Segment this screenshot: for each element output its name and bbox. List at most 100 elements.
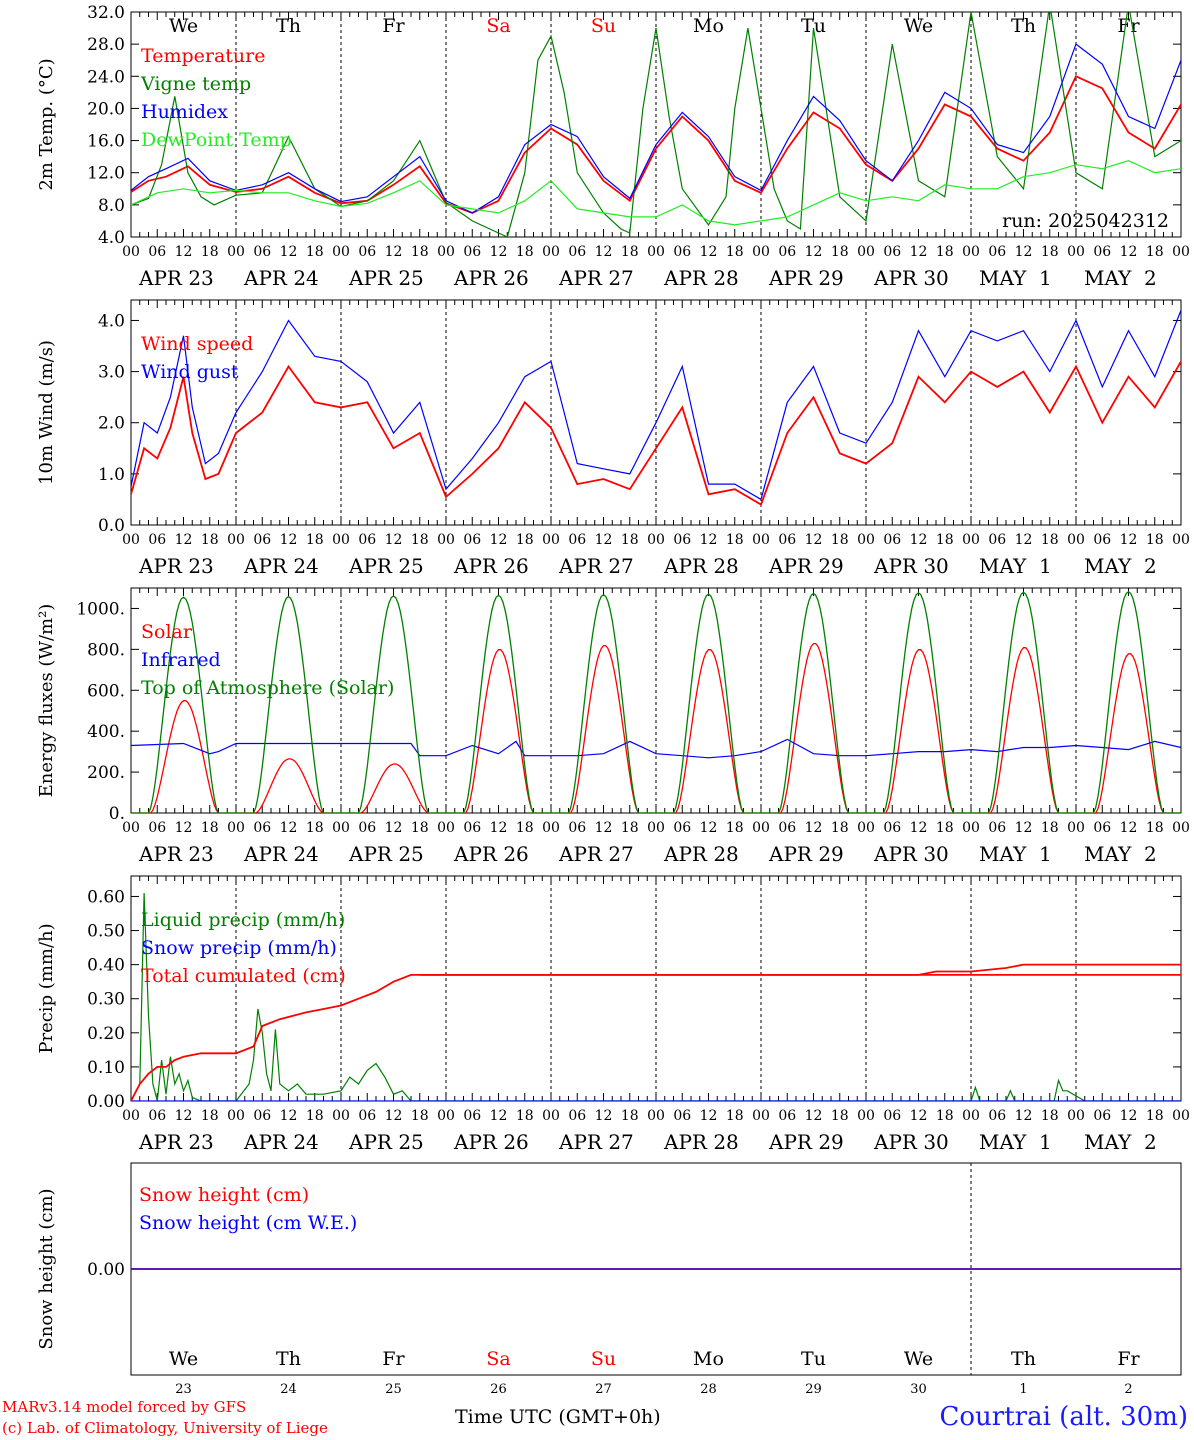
date-label: APR 25 bbox=[348, 266, 424, 290]
date-label: APR 29 bbox=[768, 842, 844, 866]
x-hour-label: 06 bbox=[463, 244, 481, 260]
panel-1: 4.0 8.0 12.0 16.0 20.0 24.0 28.0 32.0 2m Temp. (… bbox=[36, 3, 1190, 290]
x-hour-label: 18 bbox=[936, 532, 954, 548]
x-hour-label: 18 bbox=[831, 244, 849, 260]
weekday-label: Fr bbox=[1117, 15, 1140, 37]
date-label: APR 30 bbox=[873, 266, 949, 290]
weekday-label: Th bbox=[1011, 15, 1036, 37]
x-hour-label: 18 bbox=[1041, 244, 1059, 260]
x-hour-label: 18 bbox=[726, 532, 744, 548]
x-hour-label: 00 bbox=[752, 244, 770, 260]
x-hour-label: 12 bbox=[700, 820, 718, 836]
x-hour-label: 00 bbox=[857, 532, 875, 548]
weekday-label: Sa bbox=[486, 1348, 510, 1370]
x-hour-label: 00 bbox=[647, 244, 665, 260]
x-hour-label: 00 bbox=[1067, 244, 1085, 260]
x-hour-label: 06 bbox=[1093, 244, 1111, 260]
x-hour-label: 18 bbox=[1041, 820, 1059, 836]
x-hour-label: 00 bbox=[332, 244, 350, 260]
x-hour-label: 00 bbox=[1067, 532, 1085, 548]
x-hour-label: 00 bbox=[122, 820, 140, 836]
y-tick-label: 600. bbox=[87, 681, 125, 701]
x-hour-label: 06 bbox=[358, 1108, 376, 1124]
y-tick-label: 8.0 bbox=[98, 196, 125, 216]
location-label: Courtrai (alt. 30m) bbox=[939, 1402, 1189, 1432]
legend-series-snow-height-cm: Snow height (cm) bbox=[139, 1184, 309, 1206]
x-hour-label: 12 bbox=[1015, 1108, 1033, 1124]
x-hour-label: 18 bbox=[936, 820, 954, 836]
x-hour-label: 12 bbox=[490, 820, 508, 836]
y-axis-label: Snow height (cm) bbox=[36, 1188, 57, 1349]
date-label: APR 30 bbox=[873, 842, 949, 866]
date-label: MAY 2 bbox=[1084, 266, 1157, 290]
weekday-label: Tu bbox=[801, 15, 826, 37]
day-number-label: 25 bbox=[385, 1382, 402, 1397]
plot-frame bbox=[130, 587, 1182, 814]
y-tick-label: 800. bbox=[87, 640, 125, 660]
date-label: APR 23 bbox=[138, 1130, 214, 1154]
x-hour-label: 18 bbox=[726, 1108, 744, 1124]
x-hour-label: 06 bbox=[253, 532, 271, 548]
date-label: APR 24 bbox=[243, 266, 319, 290]
y-tick-label: 12.0 bbox=[87, 164, 125, 184]
x-hour-label: 06 bbox=[1093, 532, 1111, 548]
x-hour-label: 12 bbox=[280, 1108, 298, 1124]
x-hour-label: 00 bbox=[332, 1108, 350, 1124]
x-hour-label: 12 bbox=[700, 244, 718, 260]
series-temperature bbox=[131, 75, 1181, 214]
date-label: MAY 2 bbox=[1084, 554, 1157, 578]
x-hour-label: 12 bbox=[910, 244, 928, 260]
x-hour-label: 18 bbox=[516, 244, 534, 260]
x-hour-label: 18 bbox=[516, 1108, 534, 1124]
series-group bbox=[131, 892, 1181, 1101]
x-hour-label: 06 bbox=[253, 820, 271, 836]
x-hour-label: 18 bbox=[411, 820, 429, 836]
legend-series-temperature: Temperature bbox=[141, 45, 265, 67]
x-hour-label: 12 bbox=[1120, 820, 1138, 836]
series-group bbox=[131, 12, 1181, 237]
x-hour-label: 00 bbox=[752, 532, 770, 548]
x-hour-label: 06 bbox=[358, 820, 376, 836]
date-label: APR 26 bbox=[453, 554, 529, 578]
date-label: APR 27 bbox=[558, 266, 634, 290]
x-hour-label: 00 bbox=[1172, 1108, 1190, 1124]
x-hour-label: 18 bbox=[201, 532, 219, 548]
weekday-label: Su bbox=[591, 1348, 616, 1370]
x-hour-label: 12 bbox=[805, 820, 823, 836]
x-hour-label: 18 bbox=[201, 244, 219, 260]
x-hour-label: 06 bbox=[883, 532, 901, 548]
time-axis-label: Time UTC (GMT+0h) bbox=[455, 1406, 661, 1428]
date-label: APR 28 bbox=[663, 266, 739, 290]
date-label: APR 23 bbox=[138, 842, 214, 866]
x-hour-label: 12 bbox=[175, 244, 193, 260]
x-hour-label: 00 bbox=[227, 244, 245, 260]
x-hour-label: 06 bbox=[253, 244, 271, 260]
legend-series-wind-speed: Wind speed bbox=[141, 333, 253, 355]
x-hour-label: 12 bbox=[175, 532, 193, 548]
x-hour-label: 12 bbox=[490, 532, 508, 548]
x-hour-label: 00 bbox=[437, 820, 455, 836]
day-number-label: 27 bbox=[595, 1382, 612, 1397]
x-hour-label: 06 bbox=[358, 532, 376, 548]
x-hour-label: 06 bbox=[463, 532, 481, 548]
x-hour-label: 12 bbox=[1015, 244, 1033, 260]
x-hour-label: 12 bbox=[1120, 1108, 1138, 1124]
date-label: APR 24 bbox=[243, 842, 319, 866]
date-label: APR 24 bbox=[243, 554, 319, 578]
x-hour-label: 06 bbox=[1093, 1108, 1111, 1124]
weekday-label: Su bbox=[591, 15, 616, 37]
x-hour-label: 18 bbox=[201, 820, 219, 836]
x-hour-label: 12 bbox=[1120, 532, 1138, 548]
x-hour-label: 00 bbox=[752, 1108, 770, 1124]
date-label: APR 30 bbox=[873, 1130, 949, 1154]
x-hour-label: 00 bbox=[542, 244, 560, 260]
series-liquid-precip-mm-h bbox=[131, 892, 1181, 1101]
x-hour-label: 00 bbox=[227, 532, 245, 548]
y-tick-label: 0.20 bbox=[87, 1024, 125, 1044]
x-hour-label: 06 bbox=[988, 244, 1006, 260]
y-tick-label: 0.40 bbox=[87, 956, 125, 976]
x-hour-label: 00 bbox=[1067, 820, 1085, 836]
x-hour-label: 12 bbox=[385, 820, 403, 836]
x-hour-label: 00 bbox=[437, 244, 455, 260]
x-hour-label: 06 bbox=[148, 532, 166, 548]
